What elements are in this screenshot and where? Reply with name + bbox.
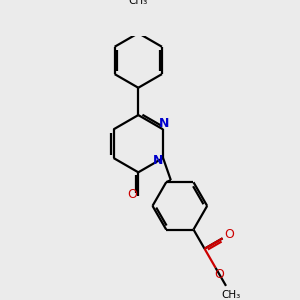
Text: CH₃: CH₃ <box>222 290 241 300</box>
Text: N: N <box>158 117 169 130</box>
Text: O: O <box>128 188 137 201</box>
Text: O: O <box>224 228 234 241</box>
Text: O: O <box>214 268 224 281</box>
Text: CH₃: CH₃ <box>129 0 148 6</box>
Text: N: N <box>153 154 163 167</box>
